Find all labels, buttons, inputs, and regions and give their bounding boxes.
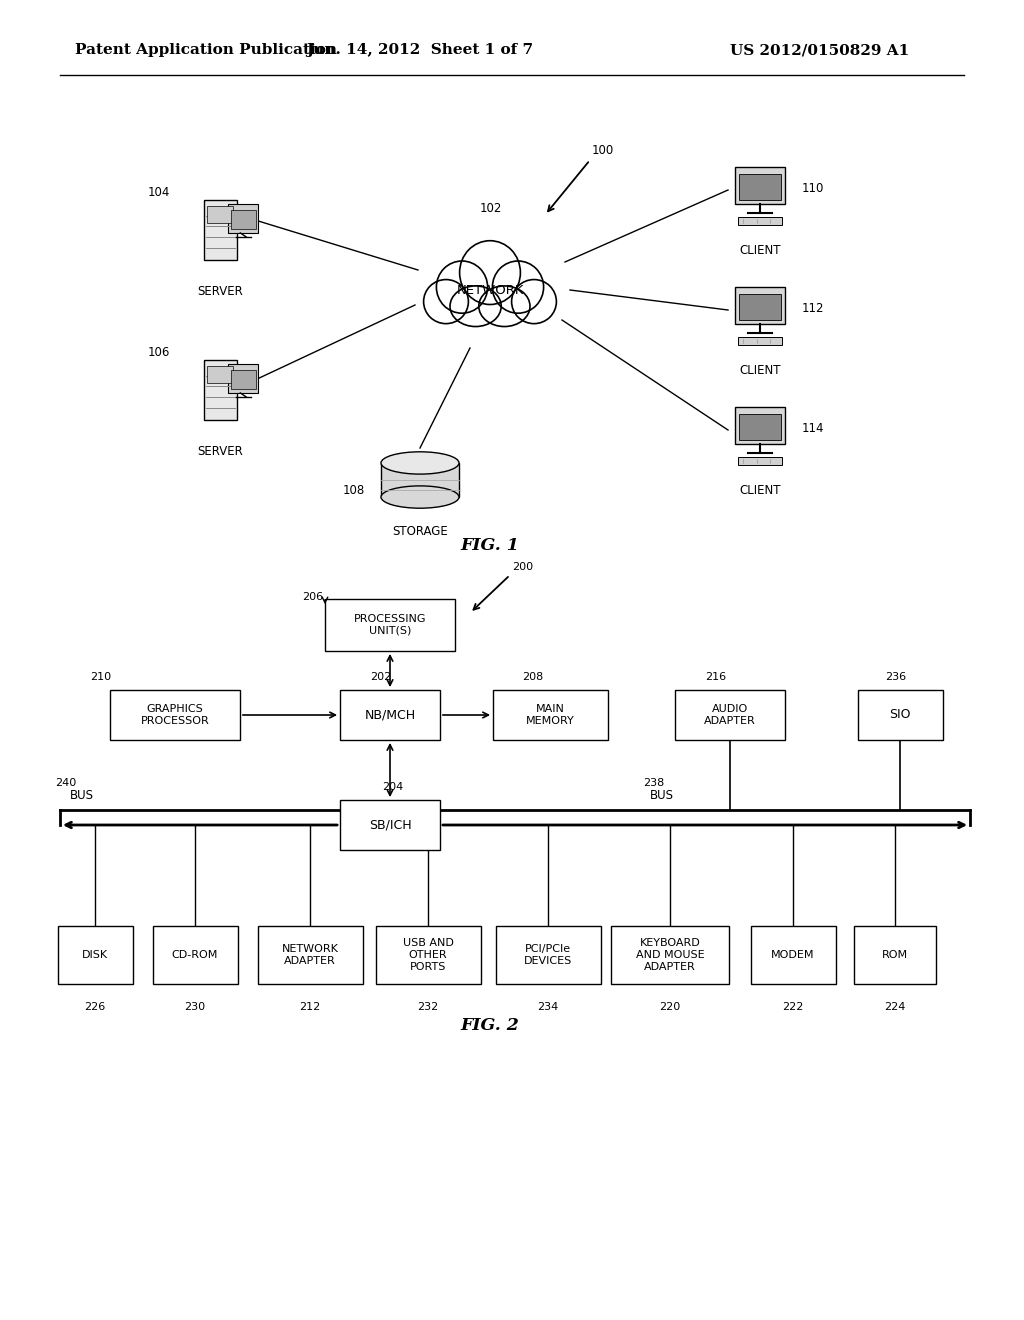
Text: 104: 104 <box>147 186 170 198</box>
Text: KEYBOARD
AND MOUSE
ADAPTER: KEYBOARD AND MOUSE ADAPTER <box>636 939 705 972</box>
Text: 212: 212 <box>299 1002 321 1012</box>
Bar <box>611 927 729 983</box>
Text: SERVER: SERVER <box>198 445 243 458</box>
Ellipse shape <box>381 451 459 474</box>
Bar <box>110 690 240 741</box>
Ellipse shape <box>381 486 459 508</box>
Ellipse shape <box>493 261 544 313</box>
Text: 106: 106 <box>147 346 170 359</box>
Text: 238: 238 <box>643 777 665 788</box>
Text: 234: 234 <box>538 1002 559 1012</box>
Text: GRAPHICS
PROCESSOR: GRAPHICS PROCESSOR <box>140 704 209 726</box>
Ellipse shape <box>436 261 487 313</box>
Text: 226: 226 <box>84 1002 105 1012</box>
Ellipse shape <box>450 286 501 326</box>
Text: 200: 200 <box>512 562 534 572</box>
Text: 230: 230 <box>184 1002 206 1012</box>
Bar <box>230 210 256 230</box>
Bar <box>854 927 936 983</box>
Text: MAIN
MEMORY: MAIN MEMORY <box>525 704 574 726</box>
Text: 100: 100 <box>592 144 614 157</box>
Bar <box>735 168 784 203</box>
Text: 224: 224 <box>885 1002 905 1012</box>
Text: 210: 210 <box>90 672 112 682</box>
Bar <box>496 927 600 983</box>
Text: 208: 208 <box>522 672 544 682</box>
Text: SIO: SIO <box>889 709 910 722</box>
Bar <box>738 413 781 440</box>
Text: 112: 112 <box>802 301 824 314</box>
Text: NETWORK: NETWORK <box>457 284 523 297</box>
Text: PROCESSING
UNIT(S): PROCESSING UNIT(S) <box>353 614 426 636</box>
Text: CLIENT: CLIENT <box>739 484 780 498</box>
Bar <box>325 599 455 651</box>
Text: 204: 204 <box>382 781 403 792</box>
Text: 110: 110 <box>802 181 824 194</box>
Bar <box>857 690 942 741</box>
Text: 220: 220 <box>659 1002 681 1012</box>
Text: 102: 102 <box>480 202 503 215</box>
Ellipse shape <box>512 280 556 323</box>
Bar <box>735 408 784 444</box>
Text: MODEM: MODEM <box>771 950 815 960</box>
Text: BUS: BUS <box>650 789 674 803</box>
Text: CLIENT: CLIENT <box>739 244 780 257</box>
Text: CLIENT: CLIENT <box>739 364 780 378</box>
Bar <box>257 927 362 983</box>
Bar <box>737 457 782 466</box>
Bar <box>737 337 782 346</box>
Text: 222: 222 <box>782 1002 804 1012</box>
Text: 114: 114 <box>802 421 824 434</box>
Bar <box>204 201 237 260</box>
Text: STORAGE: STORAGE <box>392 525 447 539</box>
Bar <box>207 206 233 223</box>
Text: US 2012/0150829 A1: US 2012/0150829 A1 <box>730 44 909 57</box>
Text: 108: 108 <box>343 483 365 496</box>
Text: 206: 206 <box>302 591 324 602</box>
Bar <box>204 360 237 420</box>
Text: SERVER: SERVER <box>198 285 243 298</box>
Text: Jun. 14, 2012  Sheet 1 of 7: Jun. 14, 2012 Sheet 1 of 7 <box>306 44 534 57</box>
Text: 202: 202 <box>370 672 391 682</box>
Bar <box>57 927 132 983</box>
Text: DISK: DISK <box>82 950 109 960</box>
Bar <box>675 690 785 741</box>
Text: SB/ICH: SB/ICH <box>369 818 412 832</box>
Ellipse shape <box>424 280 468 323</box>
Text: CD-ROM: CD-ROM <box>172 950 218 960</box>
Text: Patent Application Publication: Patent Application Publication <box>75 44 337 57</box>
Bar <box>738 174 781 201</box>
Bar <box>735 288 784 323</box>
Bar <box>381 463 459 498</box>
Bar <box>228 203 258 232</box>
Bar <box>738 294 781 319</box>
Bar <box>340 690 440 741</box>
Bar <box>230 371 256 389</box>
Text: NB/MCH: NB/MCH <box>365 709 416 722</box>
Text: FIG. 1: FIG. 1 <box>461 536 519 553</box>
Bar <box>228 363 258 393</box>
Ellipse shape <box>479 286 530 326</box>
Bar <box>207 366 233 383</box>
Text: 232: 232 <box>418 1002 438 1012</box>
Text: NETWORK
ADAPTER: NETWORK ADAPTER <box>282 944 339 966</box>
Bar <box>340 800 440 850</box>
Text: 236: 236 <box>885 672 906 682</box>
Text: AUDIO
ADAPTER: AUDIO ADAPTER <box>705 704 756 726</box>
Text: BUS: BUS <box>70 789 94 803</box>
Text: FIG. 2: FIG. 2 <box>461 1016 519 1034</box>
Text: PCI/PCIe
DEVICES: PCI/PCIe DEVICES <box>524 944 572 966</box>
Bar <box>751 927 836 983</box>
Bar <box>376 927 480 983</box>
Ellipse shape <box>460 240 520 305</box>
Text: 216: 216 <box>705 672 726 682</box>
Bar <box>737 218 782 226</box>
Text: 240: 240 <box>55 777 76 788</box>
Bar <box>493 690 607 741</box>
Text: USB AND
OTHER
PORTS: USB AND OTHER PORTS <box>402 939 454 972</box>
Text: ROM: ROM <box>882 950 908 960</box>
Bar <box>153 927 238 983</box>
